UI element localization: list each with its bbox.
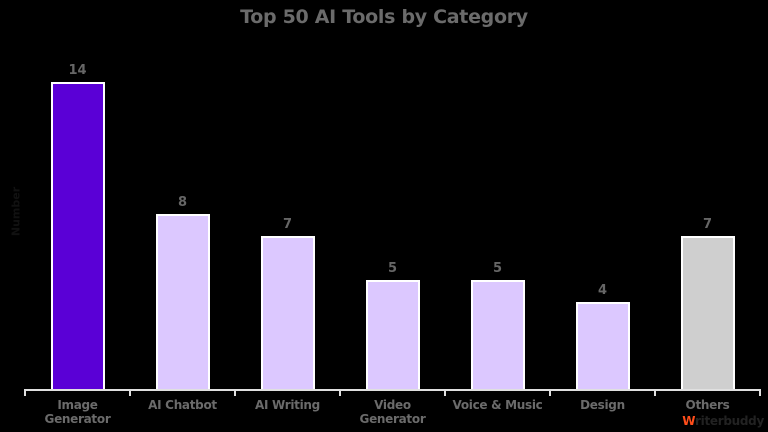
brand-logo: Writerbuddy bbox=[682, 414, 764, 428]
x-axis-tick bbox=[129, 389, 131, 396]
bar-value-label: 5 bbox=[387, 261, 398, 276]
bar bbox=[155, 214, 210, 390]
x-tick-label: Others bbox=[685, 398, 730, 412]
x-tick-label: Design bbox=[580, 398, 625, 412]
x-axis-tick bbox=[654, 389, 656, 396]
chart-title: Top 50 AI Tools by Category bbox=[240, 6, 528, 28]
x-axis-tick bbox=[339, 389, 341, 396]
x-tick-label: Voice & Music bbox=[452, 398, 543, 412]
x-tick-label: Video Generator bbox=[359, 398, 426, 426]
bar bbox=[50, 82, 105, 390]
bar-value-label: 7 bbox=[702, 217, 713, 232]
x-axis-tick bbox=[24, 389, 26, 396]
x-axis-tick bbox=[444, 389, 446, 396]
bar bbox=[575, 302, 630, 390]
bar-value-label: 8 bbox=[177, 195, 188, 210]
x-tick-label: Image Generator bbox=[44, 398, 111, 426]
x-axis-line bbox=[25, 389, 760, 391]
x-tick-label: AI Chatbot bbox=[148, 398, 217, 412]
bar-value-label: 14 bbox=[68, 63, 87, 78]
bar bbox=[470, 280, 525, 390]
bar bbox=[365, 280, 420, 390]
bar-value-label: 4 bbox=[597, 283, 608, 298]
x-tick-label: AI Writing bbox=[255, 398, 320, 412]
bar-value-label: 7 bbox=[282, 217, 293, 232]
x-axis-tick bbox=[549, 389, 551, 396]
x-axis-tick bbox=[234, 389, 236, 396]
bar-value-label: 5 bbox=[492, 261, 503, 276]
bar bbox=[260, 236, 315, 390]
x-axis-tick bbox=[759, 389, 761, 396]
bar bbox=[680, 236, 735, 390]
